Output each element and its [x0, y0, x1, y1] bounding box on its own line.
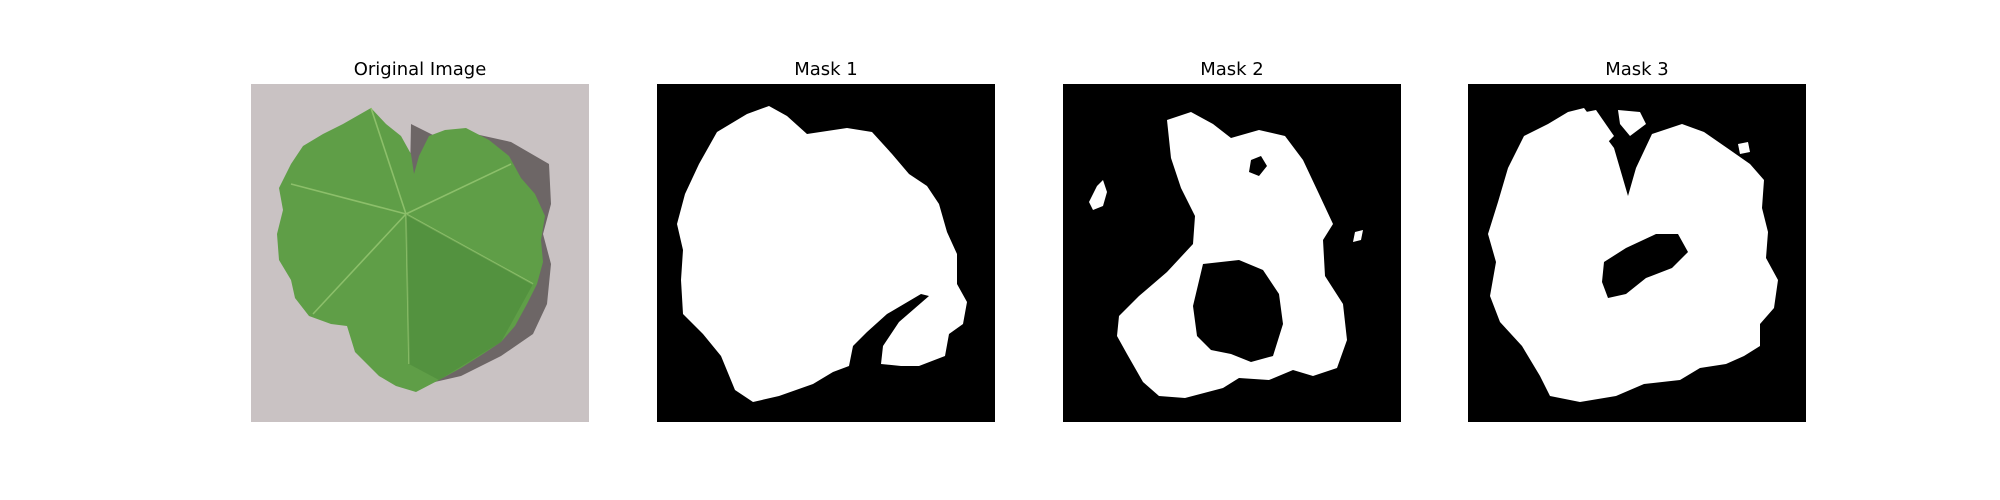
- leaf-veins: [290, 107, 534, 365]
- mask-fragment-right: [1738, 142, 1750, 154]
- mask-fragment-top: [1586, 110, 1614, 142]
- panel-mask-3: Mask 3: [1468, 56, 1806, 422]
- mask-3-image: [1468, 84, 1806, 422]
- mask-fragment-left: [1089, 180, 1107, 210]
- mask-fragment-right: [1353, 230, 1363, 242]
- mask-2-image: [1063, 84, 1401, 422]
- original-leaf-photo: [251, 84, 589, 422]
- mask-region: [1117, 112, 1347, 398]
- panel-mask-1: Mask 1: [657, 56, 995, 422]
- panel-original-image: Original Image: [251, 56, 589, 422]
- mask-region: [1488, 108, 1778, 402]
- mask-1-image: [657, 84, 995, 422]
- panel-title: Mask 2: [1200, 59, 1264, 80]
- mask-region: [677, 106, 967, 402]
- panel-title: Mask 1: [794, 59, 858, 80]
- leaf-shade: [406, 214, 533, 380]
- panel-mask-2: Mask 2: [1063, 56, 1401, 422]
- panel-title: Original Image: [353, 59, 487, 80]
- panel-title: Mask 3: [1605, 59, 1669, 80]
- mask-hole-small: [1287, 300, 1297, 312]
